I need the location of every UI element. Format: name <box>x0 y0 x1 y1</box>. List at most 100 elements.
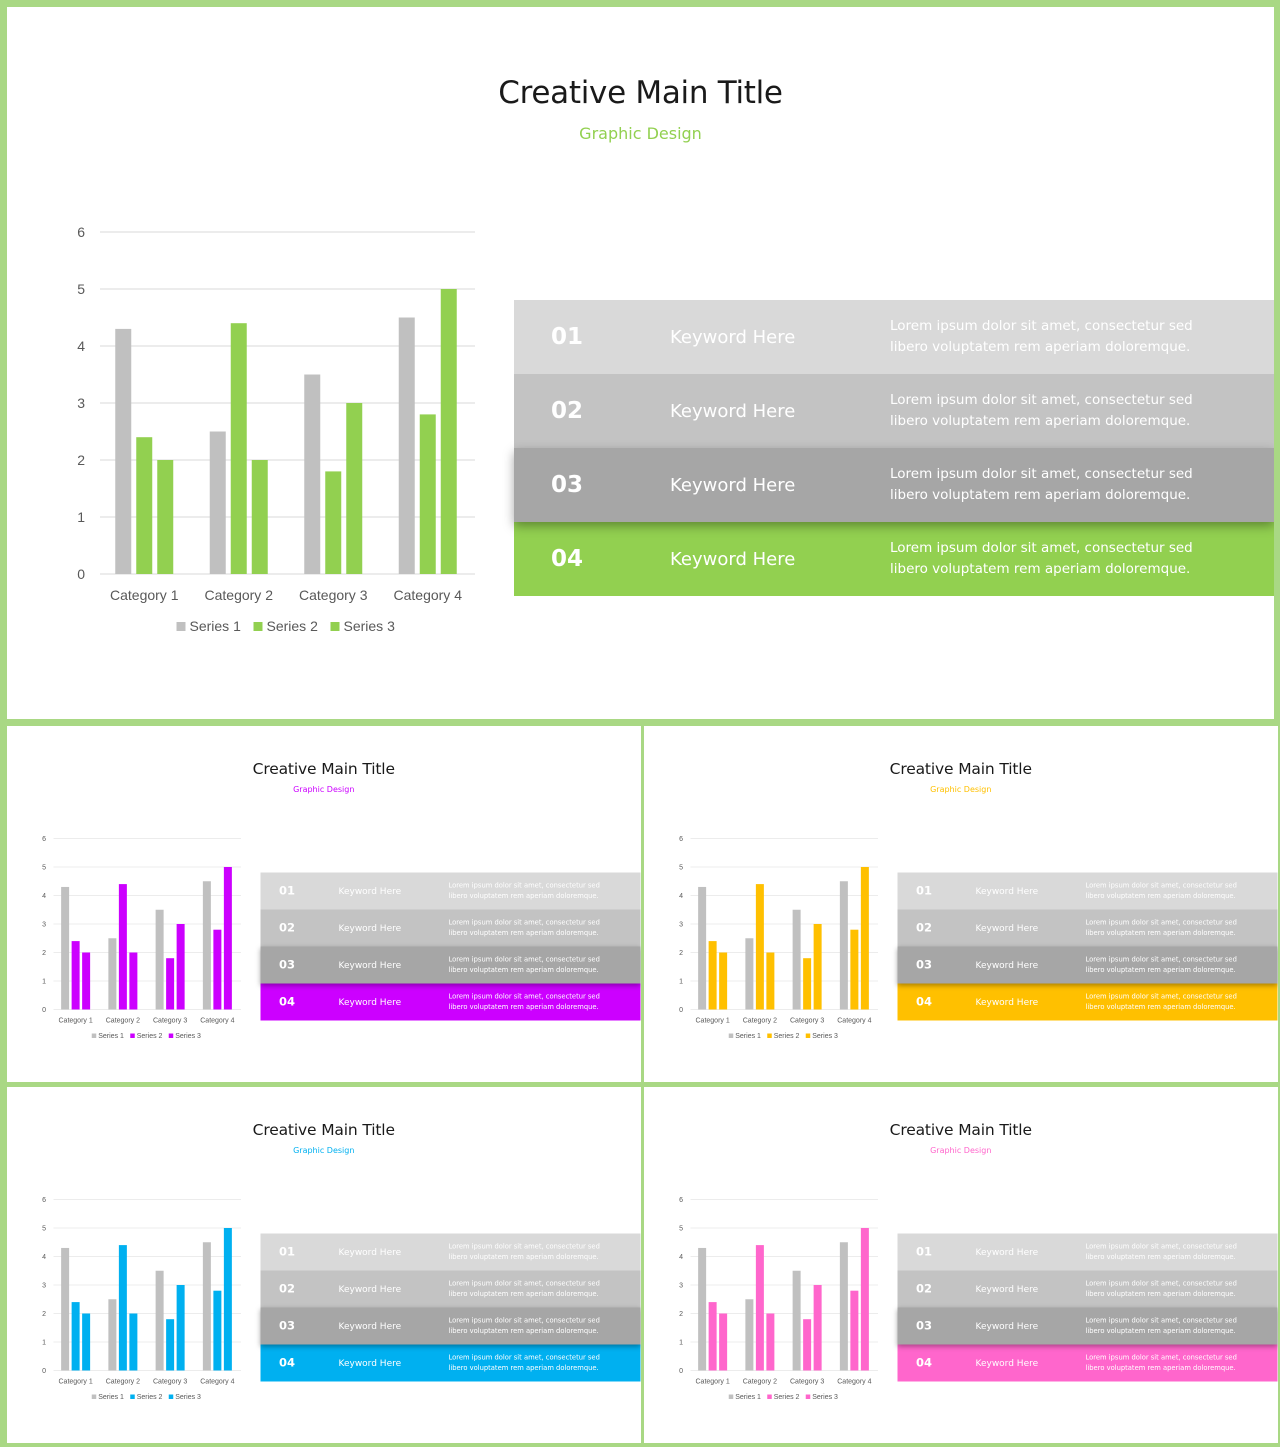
y-tick-label: 5 <box>679 865 683 872</box>
bar <box>213 1290 222 1371</box>
legend-label: Series 2 <box>774 1033 800 1040</box>
x-tick-label: Category 4 <box>394 587 463 603</box>
bar <box>698 1247 707 1371</box>
keyword-row: 04 Keyword Here Lorem ipsum dolor sit am… <box>514 522 1274 596</box>
bar <box>766 1313 775 1371</box>
row-number: 03 <box>916 958 933 972</box>
legend-swatch <box>168 1394 174 1399</box>
y-tick-label: 0 <box>42 1368 46 1375</box>
row-number: 03 <box>279 958 296 972</box>
row-keyword: Keyword Here <box>338 922 402 934</box>
row-keyword: Keyword Here <box>670 326 796 348</box>
bar <box>813 924 822 1010</box>
row-keyword: Keyword Here <box>975 959 1039 971</box>
row-keyword: Keyword Here <box>338 1320 402 1332</box>
bar <box>82 952 91 1010</box>
y-tick-label: 1 <box>42 979 46 986</box>
bar <box>209 431 226 574</box>
legend-label: Series 1 <box>735 1033 761 1040</box>
y-tick-label: 4 <box>77 338 85 354</box>
legend-label: Series 2 <box>137 1033 163 1040</box>
chart-svg: 0 1 2 3 4 5 6 Category 1 Category 2 Category 3 Cat… <box>77 224 475 634</box>
row-description: Lorem ipsum dolor sit amet, consectetur … <box>448 1279 600 1299</box>
bar <box>860 1228 869 1371</box>
y-tick-label: 4 <box>679 893 683 900</box>
bar <box>839 1242 848 1371</box>
keyword-row: 01 Keyword Here Lorem ipsum dolor sit am… <box>514 300 1274 374</box>
bar <box>129 952 138 1010</box>
row-description: Lorem ipsum dolor sit amet, consectetur … <box>1085 1279 1237 1299</box>
y-tick-label: 2 <box>77 452 85 468</box>
legend-label: Series 2 <box>267 618 319 634</box>
legend-swatch <box>767 1394 772 1399</box>
legend-swatch <box>168 1033 174 1038</box>
x-tick-label: Category 1 <box>59 1379 93 1386</box>
row-description: Lorem ipsum dolor sit amet, consectetur … <box>448 992 600 1012</box>
bar-chart: 0 1 2 3 4 5 6 Category 1 Category 2 Category 3 Cat… <box>669 829 884 1049</box>
keyword-row: 02 Keyword Here Lorem ipsum dolor sit am… <box>897 1270 1278 1308</box>
bar <box>155 909 164 1010</box>
legend-swatch <box>253 622 263 631</box>
row-number: 03 <box>916 1319 933 1333</box>
y-tick-label: 5 <box>42 1226 46 1233</box>
y-tick-label: 1 <box>679 1340 683 1347</box>
row-description: Lorem ipsum dolor sit amet, consectetur … <box>1085 1316 1237 1336</box>
row-description: Lorem ipsum dolor sit amet, consectetur … <box>890 392 1193 429</box>
y-tick-label: 4 <box>679 1254 683 1261</box>
bar <box>71 941 80 1010</box>
chart-svg: 0 1 2 3 4 5 6 Category 1 Category 2 Category 3 Cat… <box>679 836 878 1040</box>
bar <box>176 924 185 1010</box>
row-keyword: Keyword Here <box>338 959 402 971</box>
legend-swatch <box>91 1394 97 1399</box>
bar <box>719 952 728 1010</box>
bar <box>129 1313 138 1371</box>
y-tick-label: 3 <box>42 922 46 929</box>
bar <box>202 881 211 1010</box>
y-tick-label: 1 <box>679 979 683 986</box>
legend-label: Series 1 <box>98 1394 124 1401</box>
bar <box>792 1270 801 1371</box>
y-tick-label: 1 <box>77 509 85 525</box>
bar <box>108 1299 117 1371</box>
chart-svg: 0 1 2 3 4 5 6 Category 1 Category 2 Category 3 Cat… <box>42 1197 241 1401</box>
x-tick-label: Category 2 <box>743 1018 777 1025</box>
bar <box>166 958 175 1010</box>
row-description: Lorem ipsum dolor sit amet, consectetur … <box>890 540 1193 577</box>
slide-title: Creative Main Title <box>889 760 1032 778</box>
y-tick-label: 2 <box>679 950 683 957</box>
legend-label: Series 3 <box>812 1394 838 1401</box>
bar <box>398 317 415 574</box>
row-keyword: Keyword Here <box>670 400 796 422</box>
row-number: 01 <box>916 884 933 898</box>
row-number: 04 <box>279 995 296 1009</box>
bar-chart: 0 1 2 3 4 5 6 Category 1 Category 2 Category 3 Cat… <box>669 1190 884 1410</box>
slide-subtitle: Graphic Design <box>930 784 992 795</box>
y-tick-label: 3 <box>679 1283 683 1290</box>
row-description: Lorem ipsum dolor sit amet, consectetur … <box>448 918 600 938</box>
keyword-row: 01 Keyword Here Lorem ipsum dolor sit am… <box>260 872 641 910</box>
row-number: 04 <box>551 546 584 572</box>
bar <box>136 437 153 574</box>
x-tick-label: Category 4 <box>200 1379 234 1386</box>
row-number: 02 <box>279 921 296 935</box>
keyword-row: 02 Keyword Here Lorem ipsum dolor sit am… <box>260 1270 641 1308</box>
row-keyword: Keyword Here <box>338 885 402 897</box>
row-description: Lorem ipsum dolor sit amet, consectetur … <box>448 1353 600 1373</box>
bar <box>839 881 848 1010</box>
row-description: Lorem ipsum dolor sit amet, consectetur … <box>448 955 600 975</box>
legend-label: Series 2 <box>774 1394 800 1401</box>
y-tick-label: 2 <box>42 950 46 957</box>
legend-swatch <box>130 1394 135 1399</box>
row-number: 01 <box>279 1245 296 1259</box>
legend-swatch <box>805 1394 811 1399</box>
bar <box>346 403 363 574</box>
x-tick-label: Category 3 <box>299 587 368 603</box>
bar <box>719 1313 728 1371</box>
bar <box>745 938 754 1010</box>
